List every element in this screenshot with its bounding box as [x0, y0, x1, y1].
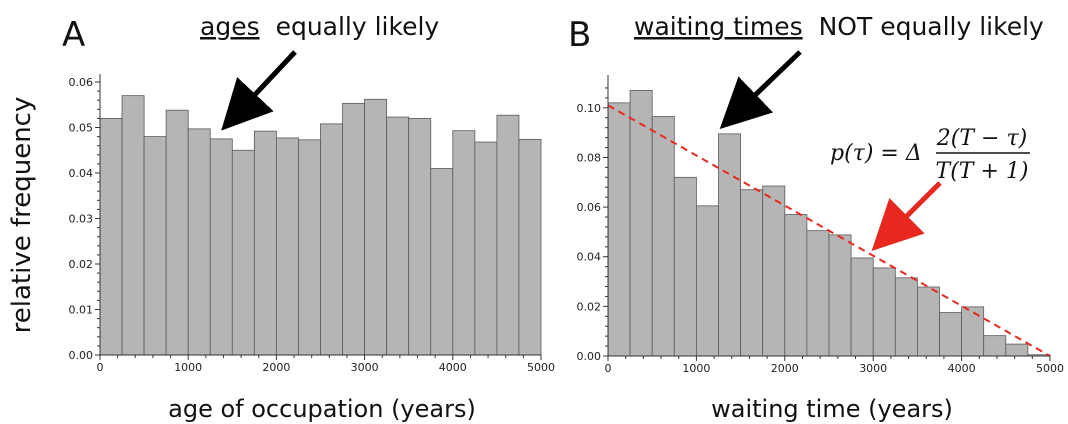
panel-a: A ages equally likely 0.000.010.020.030.… — [62, 12, 555, 423]
panel-a-bar — [298, 139, 321, 356]
panel-b-bar — [961, 306, 985, 357]
panel-b-bar — [651, 116, 675, 357]
panel-a-bar — [518, 138, 542, 356]
panel-b-y-tick-label: 0.08 — [577, 151, 602, 164]
panel-a-bars — [99, 95, 542, 356]
panel-b-bar — [718, 133, 742, 357]
panel-a-axes: 0.00 0.01 0.02 0.03 0.04 0.05 0.06 0 1000 2000 300… — [69, 74, 555, 374]
panel-b-arrow — [719, 50, 802, 130]
panel-b-y-tick-label: 0.06 — [577, 201, 602, 214]
panel-b-annotation-underlined: waiting times — [634, 12, 803, 41]
panel-a-bar — [209, 138, 233, 356]
panel-b-y-tick-label: 0.02 — [577, 300, 602, 313]
panel-a-bar — [496, 114, 520, 356]
panel-a-x-tick-label: 4000 — [439, 361, 467, 374]
panel-b-bar — [673, 176, 697, 357]
panel-b-bar — [806, 230, 830, 357]
panel-a-y-tick-label: 0.03 — [69, 213, 94, 226]
panel-a-bar — [342, 102, 365, 356]
panel-b-y-tick-label: 0.00 — [577, 350, 602, 363]
panel-a-arrow — [221, 50, 297, 131]
panel-a-bar — [121, 95, 145, 356]
panel-b-bar — [784, 214, 808, 357]
panel-a-y-tick-label: 0.01 — [69, 304, 94, 317]
panel-a-y-tick-label: 0.05 — [69, 122, 94, 135]
panel-a-bar — [275, 137, 299, 356]
panel-b-bar — [607, 102, 631, 357]
panel-a-y-tick-label: 0.00 — [69, 349, 94, 362]
panel-a-bar — [430, 168, 454, 356]
panel-b-x-tick-label: 2000 — [771, 362, 799, 375]
panel-b-y-tick-label: 0.10 — [577, 102, 602, 115]
panel-b-fit-line — [607, 104, 1051, 357]
formula-lhs: p(τ) = Δ — [830, 141, 922, 166]
panel-b-bar — [828, 234, 852, 357]
panel-a-bar — [99, 118, 123, 356]
panel-b: B waiting times NOT equally likely 0.000… — [568, 12, 1064, 423]
panel-a-x-tick-label: 5000 — [527, 361, 555, 374]
panel-a-bar — [253, 130, 277, 356]
panel-b-x-tick-label: 4000 — [948, 362, 976, 375]
panel-b-bar — [740, 189, 764, 357]
panel-b-formula: p(τ) = Δ 2(T − τ) T(T + 1) — [830, 126, 1030, 184]
panel-b-annotation-rest: NOT equally likely — [819, 12, 1044, 41]
panel-a-bar — [231, 149, 255, 356]
panel-b-bar — [762, 185, 786, 357]
panel-a-bar — [408, 118, 432, 356]
panel-a-x-tick-label: 2000 — [262, 361, 290, 374]
panel-a-bar — [320, 123, 343, 356]
panel-a-bar — [474, 141, 498, 356]
panel-b-bar — [872, 267, 896, 357]
panel-b-bars — [607, 90, 1051, 357]
panel-a-bar — [364, 98, 388, 356]
panel-a-annotation-underlined: ages — [200, 12, 260, 41]
panel-a-annotation: ages equally likely — [200, 12, 439, 41]
panel-b-bar — [983, 335, 1007, 357]
panel-b-bar — [629, 90, 653, 357]
panel-a-bar — [452, 130, 476, 356]
panel-a-y-tick-label: 0.04 — [69, 167, 94, 180]
formula-denominator: T(T + 1) — [936, 159, 1029, 184]
panel-b-bar — [894, 277, 918, 357]
formula-numerator: 2(T − τ) — [936, 126, 1027, 151]
panel-b-axes: 0.00 0.02 0.04 0.06 0.08 0.10 0 1000 2000 3000 400… — [577, 75, 1064, 375]
panel-a-x-axis-label: age of occupation (years) — [168, 395, 476, 423]
panel-a-bar — [187, 128, 211, 356]
panel-b-label: B — [568, 15, 591, 55]
panel-b-bar — [850, 257, 874, 357]
panel-b-bar — [696, 205, 719, 357]
panel-a-annotation-rest: equally likely — [276, 12, 440, 41]
panel-a-label: A — [62, 15, 85, 55]
panel-a-bar — [143, 136, 167, 356]
panel-b-x-tick-label: 1000 — [682, 362, 710, 375]
panel-a-x-tick-label: 1000 — [174, 361, 202, 374]
panel-a-x-tick-label: 3000 — [351, 361, 379, 374]
panel-a-x-tick-label: 0 — [97, 361, 104, 374]
panel-b-x-axis-label: waiting time (years) — [711, 395, 953, 423]
panel-a-bar — [165, 109, 189, 356]
panel-b-bar — [1005, 343, 1029, 357]
panel-b-x-tick-label: 5000 — [1036, 362, 1064, 375]
panel-b-y-tick-label: 0.04 — [577, 251, 602, 264]
shared-y-axis-label: relative frequency — [7, 97, 37, 334]
panel-a-y-tick-label: 0.06 — [69, 76, 94, 89]
panel-a-bar — [386, 116, 410, 356]
panel-a-y-tick-label: 0.02 — [69, 258, 94, 271]
panel-b-red-arrow — [871, 181, 942, 251]
panel-b-bar — [939, 312, 963, 357]
panel-b-x-tick-label: 3000 — [859, 362, 887, 375]
panel-b-bar — [917, 286, 940, 357]
panel-b-x-tick-label: 0 — [605, 362, 612, 375]
panel-b-annotation: waiting times NOT equally likely — [634, 12, 1044, 41]
